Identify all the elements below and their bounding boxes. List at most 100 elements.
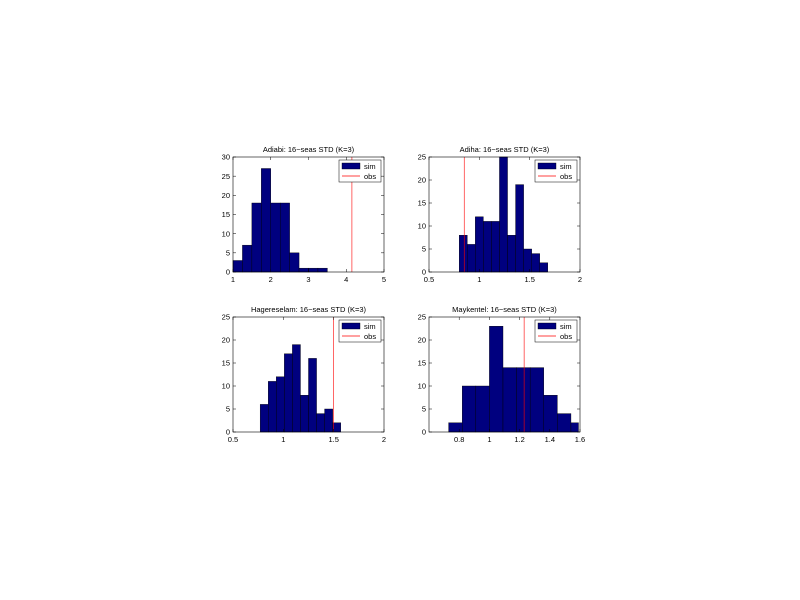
x-tick-label: 5	[382, 275, 386, 284]
y-tick-label: 10	[418, 222, 426, 231]
legend-label-obs: obs	[560, 332, 572, 341]
y-tick-label: 15	[222, 359, 230, 368]
y-tick-label: 0	[226, 428, 230, 437]
histogram-bar	[502, 367, 517, 433]
y-tick-label: 5	[422, 245, 426, 254]
x-tick-label: 2	[578, 275, 582, 284]
x-tick-label: 1	[281, 435, 285, 444]
y-tick-label: 20	[222, 336, 230, 345]
y-tick-label: 20	[222, 191, 230, 200]
histogram-bar	[289, 252, 300, 273]
chart-title: Maykentel: 16−seas STD (K=3)	[452, 305, 557, 314]
histogram-bar	[523, 248, 532, 273]
histogram-bar	[499, 156, 508, 273]
x-tick-label: 1.5	[524, 275, 534, 284]
histogram-bar	[259, 404, 269, 433]
axes-frame	[428, 156, 581, 273]
legend-label-obs: obs	[364, 172, 376, 181]
histogram-bar	[308, 358, 317, 433]
axes-frame	[232, 316, 385, 433]
y-tick-label: 20	[418, 176, 426, 185]
histogram-bar	[242, 244, 253, 273]
y-tick-label: 10	[222, 382, 230, 391]
histogram-bar	[475, 216, 484, 273]
chart-title: Adiabi: 16−seas STD (K=3)	[263, 145, 355, 154]
histogram-bar	[317, 267, 328, 273]
y-tick-label: 25	[222, 313, 230, 322]
y-tick-label: 10	[222, 229, 230, 238]
x-tick-label: 1	[477, 275, 481, 284]
x-tick-label: 1.4	[545, 435, 555, 444]
legend-swatch-sim	[341, 162, 361, 170]
axes-frame	[428, 316, 581, 433]
y-tick-label: 15	[222, 210, 230, 219]
legend-label-sim: sim	[560, 162, 572, 171]
histogram-bar	[483, 221, 492, 273]
y-tick-label: 15	[418, 199, 426, 208]
chart-panel-1: 1 2 3 4 5 0 5 10 15 20 25 30 Adiabi: 16−seas STD (K=…	[222, 145, 386, 284]
y-tick-label: 0	[226, 268, 230, 277]
histogram-bar	[251, 202, 262, 273]
y-tick-label: 5	[226, 248, 230, 257]
histogram-bar	[531, 253, 540, 273]
histogram-bar	[279, 202, 290, 273]
histogram-bar	[507, 234, 516, 273]
histogram-bar	[570, 422, 579, 433]
histogram-bar	[308, 267, 319, 273]
y-tick-label: 20	[418, 336, 426, 345]
x-tick-label: 1	[231, 275, 235, 284]
y-tick-label: 25	[418, 313, 426, 322]
legend-label-sim: sim	[364, 322, 376, 331]
y-tick-label: 0	[422, 428, 426, 437]
histogram-bar	[276, 376, 285, 433]
histogram-bar	[489, 326, 504, 433]
histogram-bar	[462, 385, 477, 433]
histogram-bar	[298, 267, 309, 273]
x-tick-label: 1.2	[514, 435, 524, 444]
histogram-bar	[557, 413, 572, 433]
x-tick-label: 4	[344, 275, 348, 284]
x-tick-label: 3	[306, 275, 310, 284]
legend-label-sim: sim	[364, 162, 376, 171]
histogram-bar	[448, 422, 463, 433]
histogram-bar	[475, 385, 490, 433]
x-tick-label: 1.5	[328, 435, 338, 444]
histogram-bar	[491, 221, 500, 273]
y-tick-label: 10	[418, 382, 426, 391]
y-tick-label: 5	[226, 405, 230, 414]
histogram-bar	[539, 262, 548, 273]
y-tick-label: 15	[418, 359, 426, 368]
y-tick-label: 0	[422, 268, 426, 277]
histogram-bar	[516, 367, 531, 433]
chart-title: Adiha: 16−seas STD (K=3)	[460, 145, 550, 154]
chart-title: Hagereselam: 16−seas STD (K=3)	[251, 305, 367, 314]
histogram-bar	[515, 184, 524, 273]
y-tick-label: 25	[418, 153, 426, 162]
histogram-bar	[543, 395, 558, 433]
x-tick-label: 0.8	[454, 435, 464, 444]
x-tick-label: 0.5	[424, 275, 434, 284]
x-tick-label: 1.6	[575, 435, 585, 444]
y-tick-label: 5	[422, 405, 426, 414]
chart-panel-4: 0.8 1 1.2 1.4 1.6 0 5 10 15 20 25 Maykentel: 16−sea…	[418, 305, 586, 444]
histogram-bar	[268, 381, 277, 433]
histogram-bar	[270, 202, 281, 273]
x-tick-label: 2	[382, 435, 386, 444]
histogram-bar	[300, 395, 309, 433]
histogram-bar	[284, 353, 293, 433]
y-tick-label: 25	[222, 172, 230, 181]
histogram-bar	[467, 244, 476, 273]
legend-label-obs: obs	[560, 172, 572, 181]
histogram-bar	[529, 367, 544, 433]
histogram-bar	[261, 168, 271, 273]
legend-label-obs: obs	[364, 332, 376, 341]
x-tick-label: 0.5	[228, 435, 238, 444]
histogram-bar	[459, 234, 468, 273]
histogram-bar	[316, 413, 325, 433]
legend-swatch-sim	[341, 322, 361, 330]
